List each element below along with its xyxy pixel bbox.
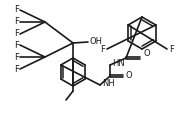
Text: F: F (14, 17, 20, 27)
Text: HN: HN (112, 60, 125, 69)
Text: OH: OH (90, 37, 103, 47)
Text: O: O (126, 72, 133, 80)
Text: F: F (14, 40, 20, 50)
Text: F: F (14, 5, 20, 15)
Text: O: O (143, 49, 150, 57)
Text: F: F (169, 45, 174, 54)
Text: F: F (100, 45, 105, 54)
Text: NH: NH (102, 79, 115, 89)
Text: F: F (14, 64, 20, 74)
Text: F: F (14, 52, 20, 62)
Text: F: F (14, 30, 20, 39)
